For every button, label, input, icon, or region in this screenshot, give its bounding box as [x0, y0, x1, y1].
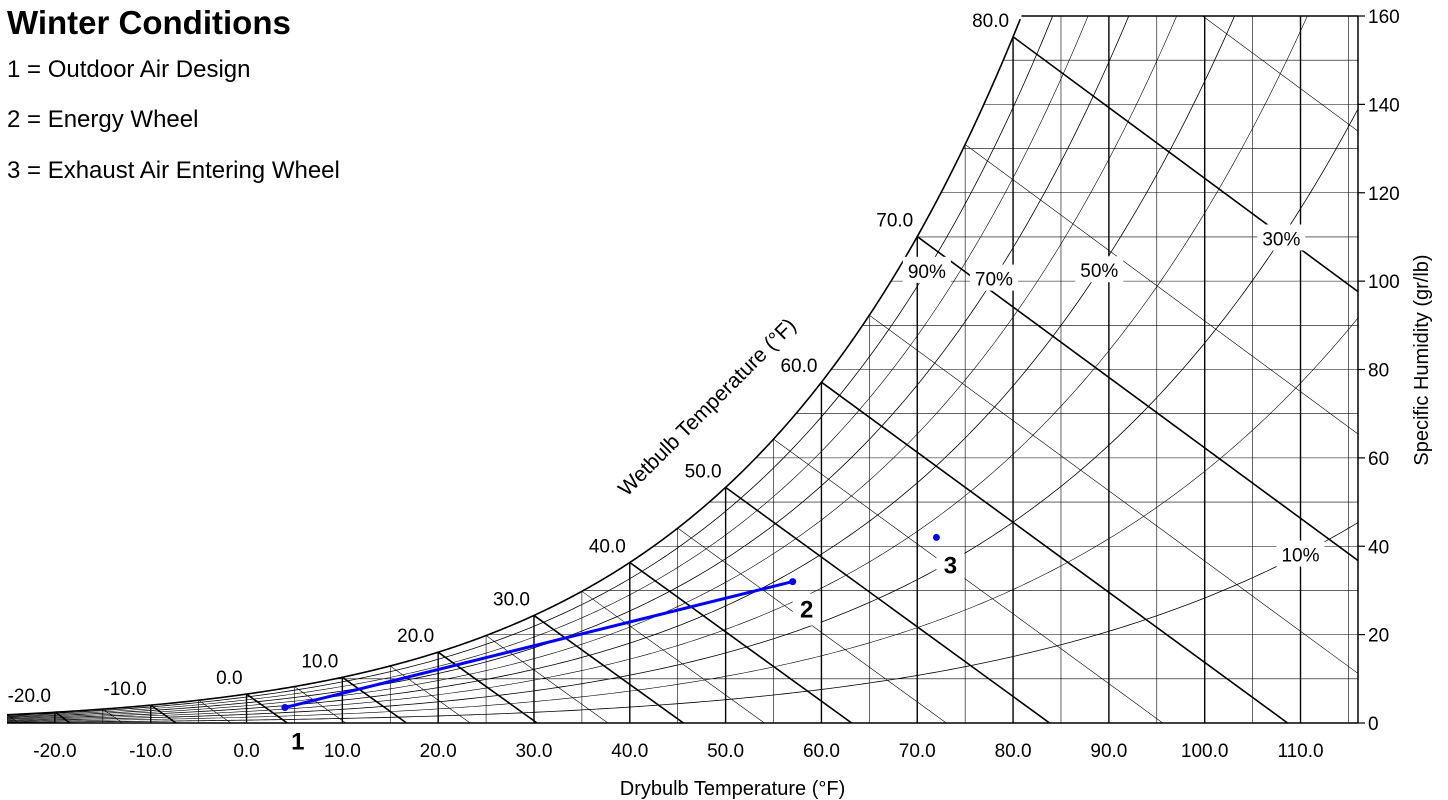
x-tick-label: 60.0: [803, 741, 840, 762]
wetbulb-label: 30.0: [493, 589, 530, 610]
x-tick-label: 40.0: [611, 741, 648, 762]
state-point-2: [789, 578, 797, 586]
chart-title: Winter Conditions: [7, 4, 291, 41]
wetbulb-line-minor: [390, 665, 471, 723]
rh-curve: [7, 522, 1358, 723]
wetbulb-line: [1012, 36, 1358, 723]
x-tick-label: 90.0: [1090, 741, 1127, 762]
wetbulb-line: [820, 381, 1289, 723]
wetbulb-label: 10.0: [301, 651, 338, 672]
state-label-bg: [283, 725, 312, 758]
process-line: [284, 580, 794, 709]
legend-item-outdoor-air: 1 = Outdoor Air Design: [7, 56, 251, 83]
y-tick-label: 60: [1368, 449, 1389, 470]
y-tick-label: 80: [1368, 361, 1389, 382]
rh-curve-minor: [7, 16, 1358, 719]
x-axis-title: Drybulb Temperature (°F): [620, 778, 845, 800]
saturation-curve: [6, 18, 1021, 716]
y-tick-label: 140: [1368, 95, 1400, 116]
y-tick-label: 0: [1368, 714, 1379, 735]
x-tick-label: 100.0: [1181, 741, 1229, 762]
y-tick-label: 40: [1368, 537, 1389, 558]
y-tick-label: 20: [1368, 626, 1389, 647]
rh-label: 50%: [1080, 261, 1118, 282]
y-tick-label: 120: [1368, 184, 1400, 205]
wetbulb-line-minor: [773, 438, 1163, 723]
wetbulb-line-minor: [581, 591, 765, 723]
rh-label-bg: [1257, 224, 1306, 251]
wetbulb-label: 0.0: [216, 668, 242, 689]
x-tick-label: 10.0: [324, 741, 361, 762]
state-label-bg: [936, 549, 965, 582]
rh-label-bg: [1276, 540, 1325, 567]
state-label-2: 2: [800, 597, 813, 624]
x-tick-label: 110.0: [1277, 741, 1323, 762]
wetbulb-label: 60.0: [780, 356, 817, 377]
wetbulb-label: 70.0: [876, 211, 913, 232]
wetbulb-line: [629, 561, 853, 723]
x-tick-label: 80.0: [995, 741, 1032, 762]
y-tick-label: 160: [1368, 7, 1400, 28]
x-tick-label: 70.0: [899, 741, 936, 762]
rh-curve-minor: [7, 317, 1358, 722]
y-tick-label: 100: [1368, 272, 1400, 293]
rh-curve: [7, 16, 1358, 716]
grid-group: [7, 16, 1358, 723]
x-tick-label: 20.0: [420, 741, 457, 762]
wetbulb-line-minor: [1060, 16, 1358, 723]
rh-label: 90%: [908, 262, 946, 283]
wetbulb-line: [725, 486, 1051, 723]
rh-label-bg: [902, 256, 951, 283]
wetbulb-label: -10.0: [103, 679, 146, 700]
state-point-3: [932, 533, 940, 541]
rh-curve-minor: [7, 16, 1358, 717]
rh-curve-minor: [7, 16, 1358, 720]
wetbulb-line: [533, 614, 684, 723]
wetbulb-label: -20.0: [8, 686, 51, 707]
legend-item-exhaust-air: 3 = Exhaust Air Entering Wheel: [7, 157, 340, 184]
state-label-3: 3: [944, 552, 957, 579]
x-tick-label: -10.0: [129, 741, 172, 762]
rh-curve: [7, 16, 1358, 720]
state-label-bg: [792, 593, 821, 626]
x-tick-label: 50.0: [707, 741, 744, 762]
x-tick-label: -20.0: [33, 741, 76, 762]
wetbulb-line: [916, 235, 1358, 723]
state-point-1: [281, 704, 289, 712]
wetbulb-line-minor: [485, 635, 609, 723]
x-tick-label: 30.0: [515, 741, 552, 762]
rh-label-bg: [1075, 256, 1124, 283]
rh-label: 30%: [1262, 229, 1300, 250]
wetbulb-line: [341, 676, 407, 723]
rh-label: 70%: [975, 270, 1013, 291]
wetbulb-line: [246, 693, 288, 723]
wetbulb-label: 50.0: [685, 461, 722, 482]
state-label-1: 1: [291, 729, 304, 756]
wetbulb-label: 40.0: [589, 536, 626, 557]
wetbulb-label: 80.0: [972, 11, 1009, 32]
rh-curve: [7, 108, 1358, 721]
wetbulb-label: 20.0: [397, 626, 434, 647]
x-tick-label: 0.0: [233, 741, 259, 762]
y-axis-title: Specific Humidity (gr/lb): [1411, 254, 1433, 465]
legend-item-energy-wheel: 2 = Energy Wheel: [7, 106, 199, 133]
rh-curve: [7, 16, 1358, 718]
rh-label: 10%: [1281, 546, 1319, 567]
wetbulb-line-minor: [869, 314, 1358, 723]
rh-label-bg: [969, 264, 1018, 291]
